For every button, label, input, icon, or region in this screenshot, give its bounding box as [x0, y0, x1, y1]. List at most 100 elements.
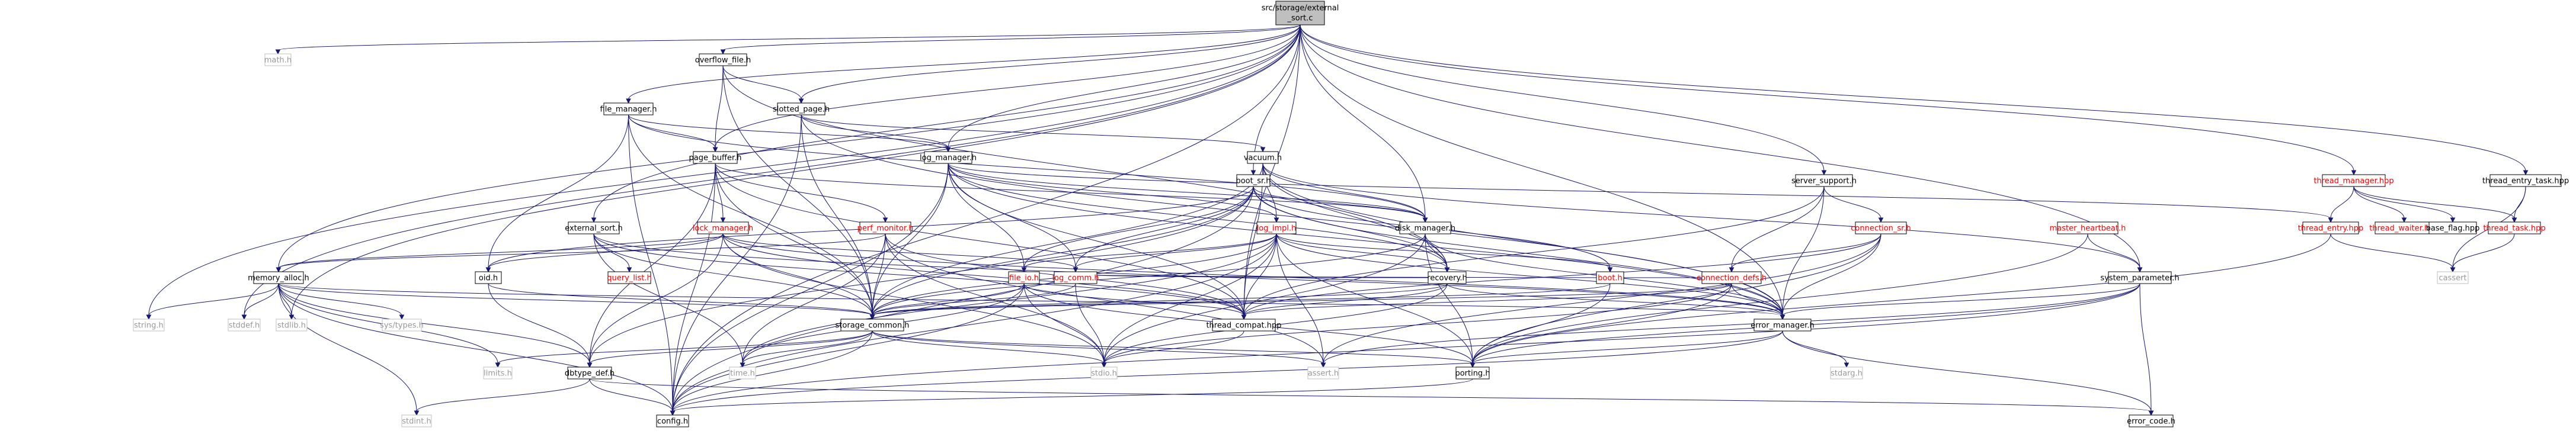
edge-arrowhead — [720, 49, 726, 55]
node-master-heartbeat-h[interactable]: master_heartbeat.h — [2050, 221, 2126, 234]
node-box — [924, 151, 972, 164]
root-node[interactable]: src/storage/external _sort.c — [1262, 1, 1339, 25]
edge-lock_manager_h-to-storage_common_h — [722, 233, 873, 316]
node-boot-sr-h[interactable]: boot_sr.h — [1236, 174, 1271, 187]
node-label: recovery.h — [1427, 274, 1467, 283]
node-label: oid.h — [479, 274, 498, 283]
node-box — [2489, 174, 2562, 187]
edge-root-to-error_manager_h — [1300, 24, 1783, 316]
node-stdint-h: stdint.h — [401, 414, 432, 427]
node-cassert: cassert — [2437, 271, 2469, 284]
edge-log_manager_h-to-thread_compat_hpp — [948, 163, 1244, 316]
node-log-manager-h[interactable]: log_manager.h — [920, 151, 977, 164]
node-thread-manager-hpp[interactable]: thread_manager.hpp — [2313, 174, 2394, 187]
node-box — [1090, 366, 1118, 380]
node-log-comm-h[interactable]: log_comm.h — [1052, 271, 1099, 284]
edges — [146, 24, 2529, 416]
node-thread-entry-task-hpp[interactable]: thread_entry_task.hpp — [2482, 174, 2569, 187]
node-server-support-h[interactable]: server_support.h — [1791, 174, 1857, 187]
node-memory-alloc-h[interactable]: memory_alloc.h — [248, 271, 309, 284]
node-box — [1247, 151, 1279, 164]
edge-log_comm_h-to-stdio_h — [1075, 283, 1105, 364]
node-connection-sr-h[interactable]: connection_sr.h — [1851, 221, 1911, 234]
edge-porting_h-to-config_h — [672, 378, 1473, 412]
edge-arrowhead — [1607, 267, 1613, 273]
edge-storage_common_h-to-limits_h — [497, 330, 873, 364]
node-external-sort-h[interactable]: external_sort.h — [565, 221, 623, 234]
edge-arrowhead — [626, 98, 631, 104]
node-log-impl-h[interactable]: log_impl.h — [1256, 221, 1297, 234]
node-label: sys/types.h — [380, 321, 424, 330]
edge-arrowhead — [740, 362, 745, 368]
edge-memory_alloc_h-to-dbtype_def_h — [278, 283, 590, 364]
node-label: stdarg.h — [1831, 369, 1863, 378]
node-vacuum-h[interactable]: vacuum.h — [1244, 151, 1282, 164]
edge-file_io_h-to-stdio_h — [1023, 283, 1105, 364]
node-box — [483, 366, 513, 380]
edge-arrowhead — [945, 147, 951, 153]
node-label: file_manager.h — [600, 105, 657, 114]
node-overflow-file-h[interactable]: overflow_file.h — [695, 53, 751, 66]
node-query-list-h[interactable]: query_list.h — [607, 271, 652, 284]
node-label: lock_manager.h — [693, 224, 753, 233]
node-base-flag-hpp[interactable]: base_flag.hpp — [2426, 221, 2480, 234]
node-connection-defs-h[interactable]: connection_defs.h — [1697, 271, 1767, 284]
node-config-h[interactable]: config.h — [656, 414, 689, 427]
node-page-buffer-h[interactable]: page_buffer.h — [689, 151, 742, 164]
node-storage-common-h[interactable]: storage_common.h — [836, 319, 910, 332]
edge-memory_alloc_h-to-config_h — [278, 283, 673, 412]
node-box — [133, 319, 165, 332]
node-box — [2302, 221, 2359, 234]
edge-recovery_h-to-thread_compat_hpp — [1243, 283, 1448, 316]
edge-server_support_h-to-connection_defs_h — [1731, 186, 1825, 269]
node-label: cassert — [2439, 274, 2466, 283]
node-thread-entry-hpp[interactable]: thread_entry.hpp — [2298, 221, 2364, 234]
node-label: disk_manager.h — [1395, 224, 1455, 233]
edge-arrowhead — [1320, 362, 1326, 368]
node-recovery-h[interactable]: recovery.h — [1427, 271, 1467, 284]
node-file-io-h[interactable]: file_io.h — [1008, 271, 1040, 284]
node-porting-h[interactable]: porting.h — [1455, 366, 1490, 380]
edge-connection_defs_h-to-thread_compat_hpp — [1243, 283, 1732, 316]
node-label: thread_entry_task.hpp — [2482, 177, 2569, 186]
node-box — [1256, 221, 1297, 234]
edge-log_manager_h-to-storage_common_h — [872, 163, 949, 316]
node-perf-monitor-h[interactable]: perf_monitor.h — [857, 221, 914, 234]
edge-page_buffer_h-to-config_h — [672, 163, 716, 412]
edge-root-to-thread_compat_hpp — [1243, 24, 1301, 316]
edge-storage_common_h-to-assert_h — [872, 330, 1324, 364]
edge-arrowhead — [1729, 267, 1735, 273]
edge-root-to-page_buffer_h — [715, 24, 1301, 149]
node-label: thread_manager.hpp — [2313, 177, 2393, 186]
edge-lock_manager_h-to-stdio_h — [722, 233, 1105, 364]
edge-arrowhead — [2511, 217, 2517, 223]
node-box — [401, 414, 432, 427]
node-thread-task-hpp[interactable]: thread_task.hpp — [2483, 221, 2546, 234]
edge-log_impl_h-to-assert_h — [1276, 233, 1324, 364]
node-dbtype-def-h[interactable]: dbtype_def.h — [565, 366, 615, 380]
node-thread-compat-hpp[interactable]: thread_compat.hpp — [1206, 319, 1282, 332]
node-file-manager-h[interactable]: file_manager.h — [600, 102, 657, 115]
edge-external_sort_h-to-query_list_h — [593, 233, 630, 269]
node-box — [568, 221, 620, 234]
node-boot-h[interactable]: boot.h — [1596, 271, 1624, 284]
edge-file_manager_h-to-config_h — [628, 114, 673, 412]
edge-master_heartbeat_h-to-porting_h — [1472, 233, 2088, 364]
edge-connection_sr_h-to-thread_compat_hpp — [1243, 233, 1881, 316]
node-slotted-page-h[interactable]: slotted_page.h — [773, 102, 830, 115]
node-oid-h[interactable]: oid.h — [475, 271, 502, 284]
node-label: log_comm.h — [1052, 274, 1099, 283]
edge-system_parameter_h-to-error_code_h — [2139, 283, 2152, 412]
node-box — [1399, 221, 1451, 234]
node-label: limits.h — [484, 369, 512, 378]
node-disk-manager-h[interactable]: disk_manager.h — [1395, 221, 1455, 234]
node-system-parameter-h[interactable]: system_parameter.h — [2100, 271, 2180, 284]
node-error-code-h[interactable]: error_code.h — [2127, 414, 2175, 427]
edge-log_impl_h-to-time_h — [742, 233, 1277, 364]
node-box — [1596, 271, 1624, 284]
edge-dbtype_def_h-to-stdint_h — [416, 378, 590, 412]
node-error-manager-h[interactable]: error_manager.h — [1751, 319, 1815, 332]
node-lock-manager-h[interactable]: lock_manager.h — [693, 221, 753, 234]
node-thread-waiter-hpp[interactable]: thread_waiter.hpp — [2369, 221, 2439, 234]
edge-arrowhead — [1273, 217, 1279, 223]
